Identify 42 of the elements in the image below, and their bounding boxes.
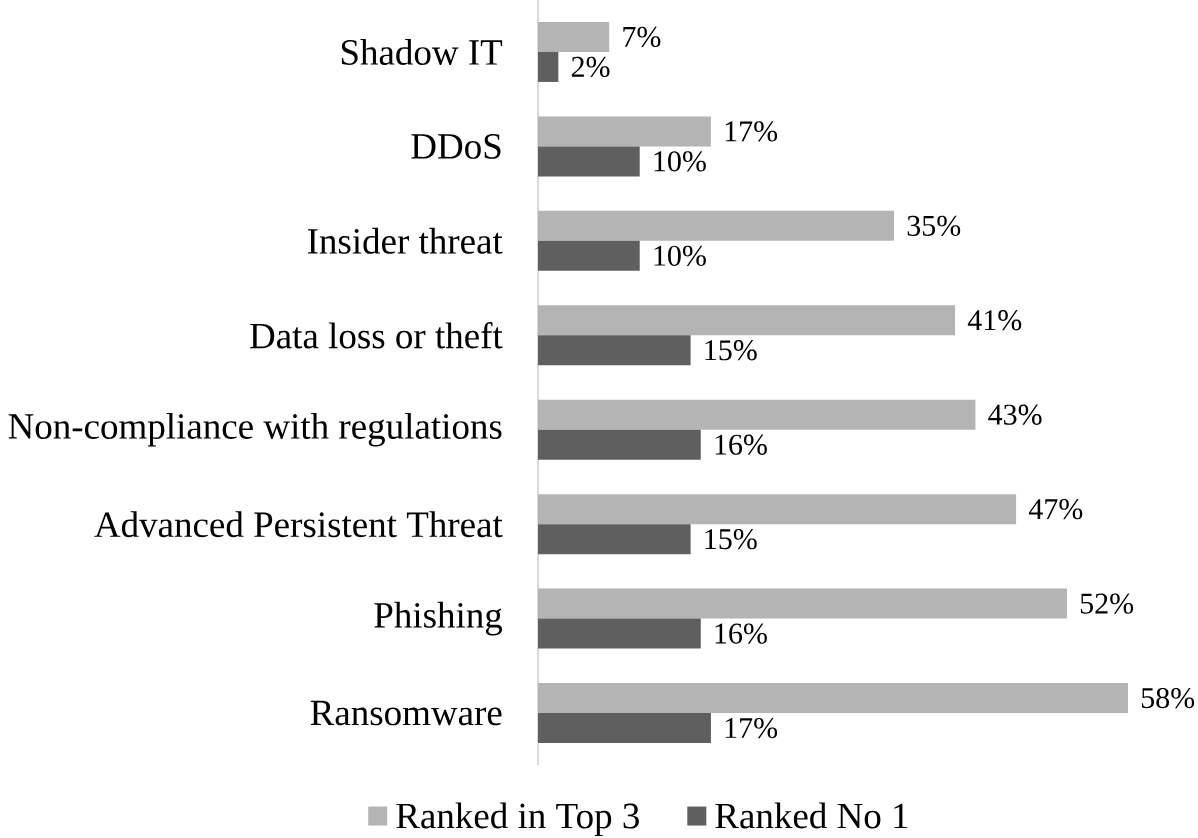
data-label: 52% [1080, 593, 1134, 614]
data-label: 17% [725, 121, 778, 142]
data-label: 16% [715, 623, 767, 644]
data-label: 16% [715, 434, 767, 455]
y-tick-label: DDoS [411, 133, 501, 159]
data-label: 10% [654, 151, 706, 172]
y-tick-label: Shadow IT [341, 38, 503, 65]
bar [538, 305, 956, 336]
data-label: 10% [654, 245, 706, 267]
data-label: 47% [1028, 499, 1083, 520]
data-label: 17% [725, 717, 778, 739]
bar [538, 524, 691, 555]
y-tick-label: Insider threat [307, 227, 503, 254]
bar [538, 21, 610, 52]
data-label: 41% [967, 310, 1022, 331]
data-label: 2% [571, 56, 610, 78]
data-label: 7% [623, 26, 661, 48]
legend-label: Ranked No 1 [715, 802, 908, 829]
bar [538, 618, 701, 649]
data-label: 15% [705, 529, 757, 550]
y-tick-label: Non-compliance with regulations [8, 412, 502, 447]
bar [538, 210, 895, 241]
data-label: 58% [1141, 687, 1195, 709]
y-tick-label: Phishing [374, 601, 503, 636]
bar [538, 494, 1017, 525]
data-label: 43% [988, 404, 1042, 425]
y-tick-label: Ransomware [310, 700, 502, 726]
bar [538, 335, 691, 366]
bar [538, 713, 711, 744]
bar [538, 429, 701, 460]
data-label: 35% [907, 215, 961, 237]
bar [538, 399, 976, 430]
y-tick-label: Data loss or theft [250, 322, 503, 349]
data-label: 15% [705, 340, 757, 361]
bar [538, 146, 640, 177]
bar [538, 683, 1128, 714]
bar [538, 51, 559, 82]
bar [538, 588, 1067, 619]
y-tick-label: Advanced Persistent Threat [94, 511, 503, 538]
bar [538, 116, 711, 147]
legend-label: Ranked in Top 3 [396, 802, 639, 836]
bar [538, 240, 640, 271]
